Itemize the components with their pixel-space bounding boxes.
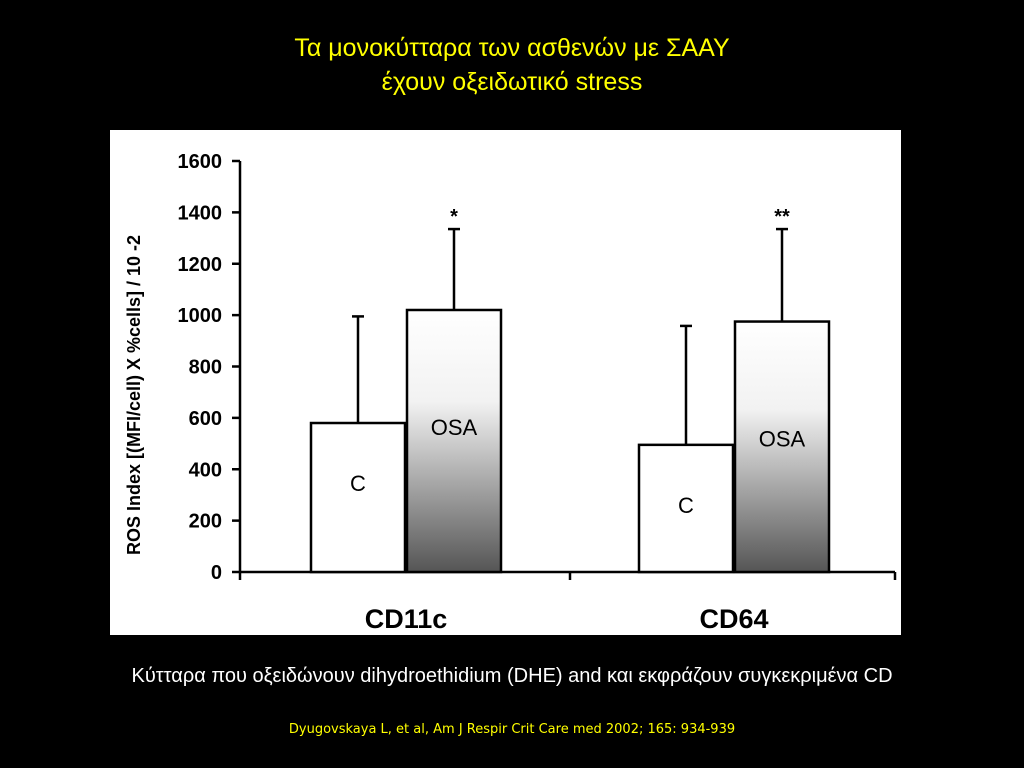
slide-title-line-2: έχουν οξειδωτικό stress — [381, 68, 643, 96]
chart-svg: ROS Index [(MFI/cell) X %cells] / 10 -2 … — [124, 151, 897, 634]
x-category-label: CD11c — [365, 604, 448, 634]
bar-series-label: OSA — [431, 415, 478, 440]
citation: Dyugovskaya L, et al, Am J Respir Crit C… — [288, 722, 736, 737]
bar-c-cd64 — [637, 443, 735, 574]
y-tick-label: 1400 — [178, 202, 223, 224]
bar-series-label: C — [678, 493, 694, 518]
slide-caption: Κύτταρα που οξειδώνουν dihydroethidium (… — [131, 665, 893, 687]
y-tick-label: 1600 — [178, 151, 223, 173]
y-tick-label: 400 — [189, 459, 222, 481]
bar-series-label: C — [350, 471, 366, 496]
bar-osa-cd64 — [733, 320, 831, 574]
bar-osa-cd11c — [405, 308, 503, 574]
y-tick-label: 0 — [211, 562, 222, 584]
significance-marker: ** — [774, 206, 790, 228]
bar-c-cd11c — [309, 421, 407, 574]
y-axis-label: ROS Index [(MFI/cell) X %cells] / 10 -2 — [124, 235, 144, 555]
y-tick-label: 200 — [189, 511, 222, 533]
x-category-label: CD64 — [699, 604, 768, 634]
significance-marker: * — [450, 206, 458, 228]
slide-title-line-1: Τα μονοκύτταρα των ασθενών με ΣΑΑΥ — [294, 34, 730, 62]
bar-chart: ROS Index [(MFI/cell) X %cells] / 10 -2 … — [110, 130, 901, 635]
y-tick-label: 1200 — [178, 254, 223, 276]
y-tick-label: 800 — [189, 357, 222, 379]
bar-series-label: OSA — [759, 427, 806, 452]
y-tick-label: 600 — [189, 408, 222, 430]
y-tick-label: 1000 — [178, 305, 223, 327]
